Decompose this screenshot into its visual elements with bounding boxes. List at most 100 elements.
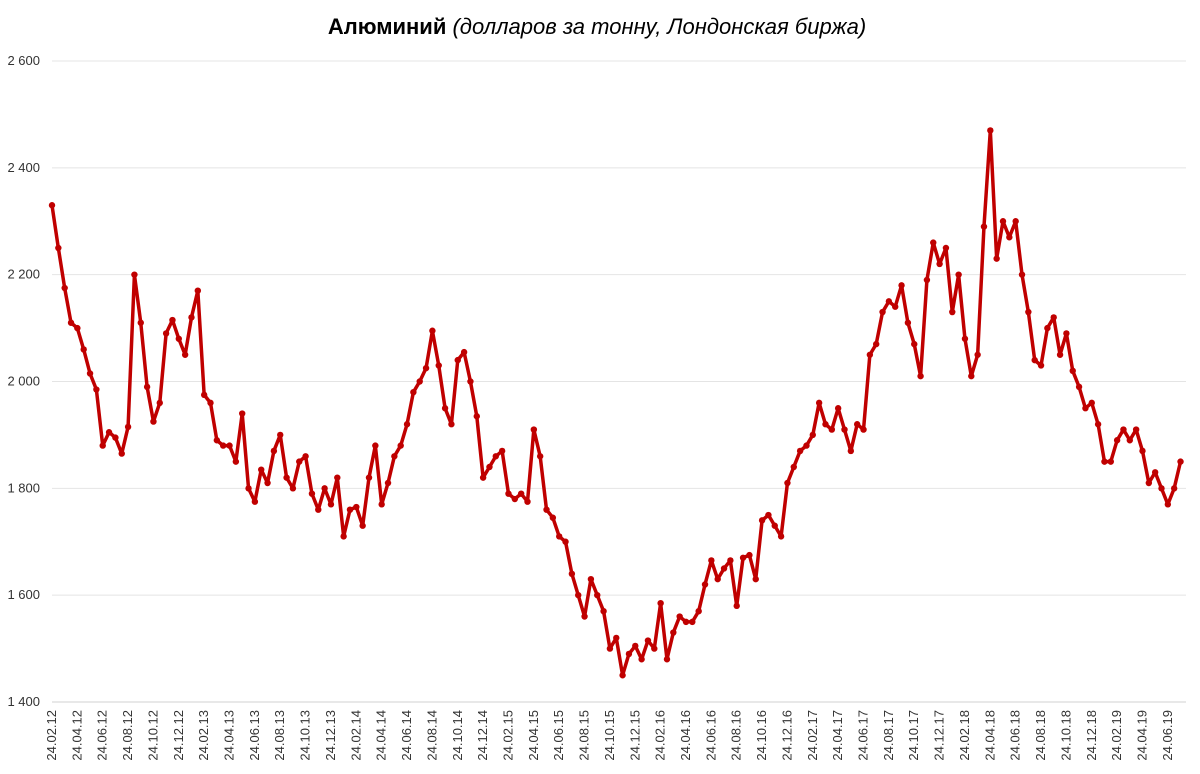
- marker: [1063, 330, 1070, 337]
- marker: [892, 303, 899, 310]
- x-tick-label: 24.12.17: [932, 710, 947, 761]
- marker: [581, 613, 588, 620]
- marker: [917, 372, 924, 380]
- marker: [714, 575, 721, 583]
- marker: [923, 276, 931, 284]
- marker: [727, 557, 734, 564]
- marker: [67, 319, 75, 326]
- marker: [873, 340, 880, 348]
- y-tick-label: 1 600: [7, 587, 40, 602]
- chart-title-group: Алюминий (долларов за тонну, Лондонская …: [328, 14, 866, 39]
- marker: [334, 474, 341, 481]
- marker: [194, 287, 202, 294]
- marker: [80, 346, 87, 353]
- marker: [150, 418, 157, 425]
- x-tick-label: 24.08.14: [424, 710, 439, 761]
- x-tick-label: 24.10.13: [298, 710, 313, 761]
- marker: [99, 442, 106, 449]
- marker: [568, 570, 576, 577]
- x-tick-label: 24.10.14: [450, 710, 465, 761]
- marker: [1037, 362, 1045, 369]
- marker: [720, 565, 728, 572]
- x-tick-label: 24.04.18: [982, 710, 997, 761]
- marker: [372, 442, 379, 449]
- marker: [1145, 479, 1153, 487]
- marker: [283, 474, 290, 481]
- marker: [879, 308, 886, 316]
- marker: [124, 423, 132, 431]
- marker: [606, 645, 614, 652]
- marker: [1164, 501, 1172, 508]
- marker: [1101, 458, 1108, 465]
- marker: [270, 447, 278, 455]
- x-tick-label: 24.12.15: [627, 710, 642, 761]
- marker: [131, 271, 138, 278]
- x-tick-label: 24.10.16: [754, 710, 769, 761]
- marker: [251, 498, 259, 505]
- marker: [752, 575, 759, 583]
- marker: [486, 463, 493, 471]
- marker: [847, 447, 855, 455]
- marker: [219, 442, 227, 449]
- x-tick-label: 24.04.19: [1134, 710, 1149, 761]
- marker: [790, 463, 797, 471]
- marker: [619, 672, 626, 679]
- marker: [207, 399, 214, 407]
- x-tick-label: 24.06.17: [856, 710, 871, 761]
- marker: [980, 223, 988, 230]
- marker: [632, 642, 639, 650]
- marker: [61, 284, 68, 292]
- marker: [416, 378, 423, 385]
- marker: [1170, 485, 1178, 492]
- marker: [904, 319, 912, 326]
- x-tick-label: 24.04.17: [830, 710, 845, 761]
- marker: [93, 386, 100, 393]
- marker: [613, 634, 620, 642]
- marker: [346, 506, 354, 513]
- marker: [289, 485, 297, 492]
- marker: [549, 514, 557, 521]
- x-tick-label: 24.06.14: [399, 710, 414, 761]
- marker: [803, 442, 810, 449]
- marker: [74, 324, 81, 332]
- marker: [841, 426, 848, 433]
- marker: [949, 308, 956, 316]
- marker: [441, 405, 449, 412]
- marker: [226, 442, 233, 449]
- line: [50, 128, 1183, 678]
- marker: [1132, 426, 1140, 433]
- marker: [308, 490, 316, 497]
- marker: [435, 362, 442, 369]
- x-tick-label: 24.12.14: [475, 710, 490, 761]
- marker: [181, 351, 189, 358]
- marker: [657, 599, 664, 607]
- marker: [1075, 383, 1083, 391]
- marker: [853, 421, 861, 428]
- x-tick-label: 24.04.14: [374, 710, 389, 761]
- marker: [86, 370, 94, 377]
- marker: [1139, 447, 1146, 455]
- marker: [638, 656, 645, 663]
- x-tick-label: 24.02.17: [805, 710, 820, 761]
- marker: [498, 447, 506, 455]
- x-tick-label: 24.06.16: [703, 710, 718, 761]
- marker: [505, 490, 512, 497]
- marker: [898, 282, 905, 289]
- x-tick-label: 24.06.19: [1160, 710, 1175, 761]
- x-tick-label: 24.12.12: [171, 710, 186, 761]
- marker: [175, 335, 182, 342]
- marker: [353, 503, 360, 511]
- chart-subtitle: (долларов за тонну, Лондонская биржа): [452, 14, 866, 39]
- marker: [1082, 405, 1089, 412]
- marker: [1025, 308, 1032, 316]
- x-tick-label: 24.04.12: [69, 710, 84, 761]
- marker: [885, 298, 893, 305]
- x-tick-label: 24.08.13: [272, 710, 287, 761]
- marker: [796, 447, 804, 455]
- marker: [987, 127, 994, 134]
- marker: [137, 319, 144, 326]
- x-tick-label: 24.06.18: [1008, 710, 1023, 761]
- marker: [543, 506, 550, 513]
- x-tick-label: 24.12.18: [1084, 710, 1099, 761]
- marker: [1069, 367, 1076, 375]
